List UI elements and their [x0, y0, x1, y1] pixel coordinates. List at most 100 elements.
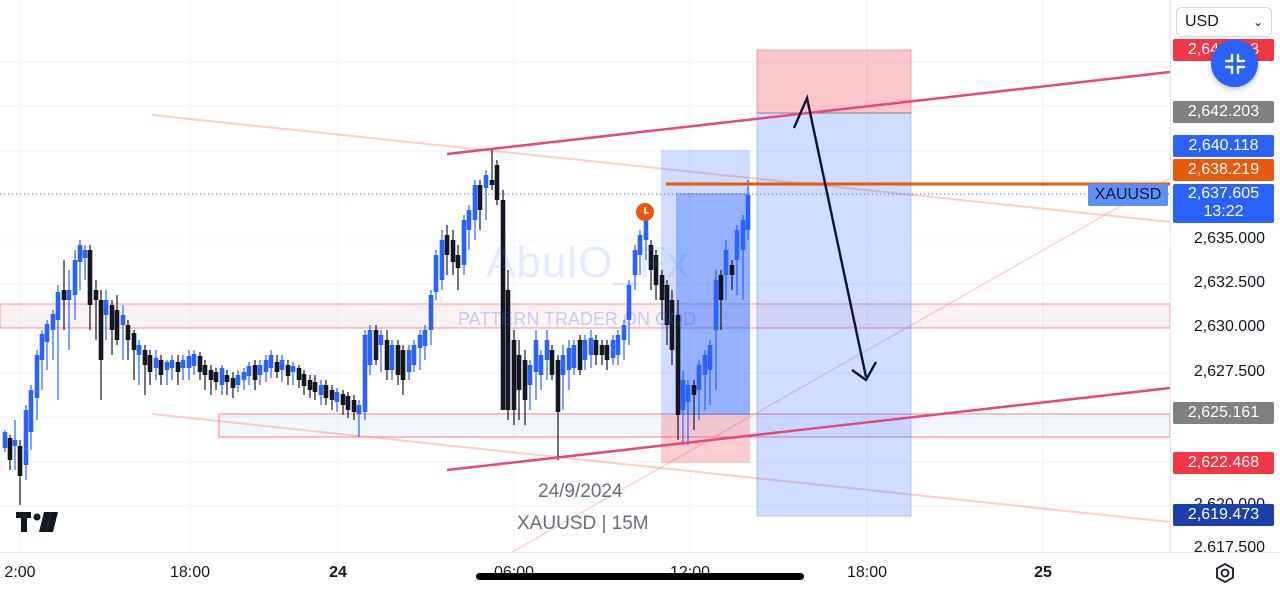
trendline-faint [151, 413, 1170, 523]
candle-body [483, 175, 489, 188]
time-tick: 24 [329, 564, 347, 581]
candle-body [400, 350, 406, 380]
candle-body [544, 340, 550, 360]
trendline-faint [511, 177, 1170, 552]
candle-body [235, 375, 241, 385]
candle-body [422, 330, 428, 346]
candle-body [707, 345, 713, 370]
candle-body [643, 215, 649, 240]
candle-body [675, 315, 681, 415]
candle-body [125, 325, 131, 340]
candle-body [93, 290, 99, 300]
projection-arrow [792, 94, 868, 378]
candle-body [23, 410, 29, 465]
candle-body [621, 325, 627, 340]
candle-body [395, 345, 401, 375]
bar-countdown: 13:22 [1203, 203, 1244, 220]
candle-body [285, 365, 291, 376]
candle-body [472, 185, 478, 220]
candle-body [406, 350, 412, 372]
candle-body [120, 315, 126, 325]
candle-body [351, 400, 357, 412]
time-tick: 25 [1034, 564, 1052, 581]
collapse-arrows-button[interactable] [1211, 40, 1258, 87]
candle-body [648, 245, 654, 270]
candle-body [533, 340, 539, 372]
candle-body [131, 333, 137, 350]
candle-body [610, 340, 616, 358]
candle-body [279, 360, 285, 370]
chart-date-label: 24/9/2024 [538, 481, 623, 502]
candle-body [61, 290, 67, 300]
price-level-label: 2,642.203 [1173, 101, 1274, 123]
candle-body [290, 366, 296, 372]
candle-body [202, 365, 208, 375]
candle-body [12, 440, 18, 446]
candle-body [466, 210, 472, 230]
candle-body [555, 360, 561, 412]
chart-pane[interactable]: AbulO_Fx PATTERN TRADER ON GOD 24/9/2024… [0, 0, 1170, 552]
candle-body [455, 255, 461, 268]
candle-body [713, 280, 719, 330]
candle-body [87, 250, 93, 305]
channel-upper-trendline [446, 70, 1170, 156]
candle-body [653, 255, 659, 285]
candle-body [340, 394, 346, 405]
projection-arrowhead [851, 361, 878, 382]
price-tick: 2,635.000 [1193, 230, 1265, 247]
candle-body [500, 200, 506, 410]
candle-body [516, 355, 522, 390]
price-chart-canvas[interactable] [0, 0, 1170, 552]
price-level-label: 2,638.219 [1173, 159, 1274, 181]
candle-body [175, 362, 181, 372]
candle-body [461, 220, 467, 265]
candle-body [577, 340, 583, 370]
candle-body [378, 335, 384, 345]
candle-body [356, 405, 362, 414]
candle-body [615, 335, 621, 355]
candle-body [599, 345, 605, 355]
candle-body [745, 195, 751, 230]
candle-body [582, 340, 588, 360]
candle-body [72, 260, 78, 295]
price-tick: 2,617.500 [1193, 539, 1265, 556]
candle-body [664, 285, 670, 325]
candle-body [433, 255, 439, 292]
time-tick: 2:00 [4, 564, 36, 581]
time-tick: 18:00 [846, 564, 888, 581]
price-axis[interactable]: 2,635.000 2,632.500 2,630.000 2,627.500 2,62… [1170, 0, 1280, 556]
candle-body [39, 334, 45, 360]
candle-body [50, 314, 56, 330]
price-level-label: 2,625.161 [1173, 402, 1274, 424]
settings-gear-icon[interactable] [1214, 562, 1236, 589]
candle-body [571, 345, 577, 368]
candle-body [17, 446, 23, 476]
candle-body [334, 392, 340, 402]
price-tick: 2,632.500 [1193, 274, 1265, 291]
candle-body [77, 245, 83, 262]
currency-value: USD [1185, 13, 1219, 30]
candle-body [219, 368, 225, 385]
candle-body [511, 340, 517, 410]
chart-symbol-label: XAUUSD | 15M [517, 513, 649, 534]
candle-body [384, 340, 390, 370]
candle-body [691, 385, 697, 395]
candle-body [7, 438, 13, 460]
candle-body [263, 360, 269, 372]
currency-select[interactable]: USD ⌄ [1176, 7, 1272, 37]
candle-body [417, 335, 423, 348]
channel-lower-trendline [446, 386, 1170, 472]
candle-body [307, 380, 313, 390]
candle-body [66, 290, 72, 300]
candle-body [632, 250, 638, 275]
candle-body [560, 355, 566, 375]
candle-body [696, 365, 702, 390]
candle-body [169, 360, 175, 368]
candle-body [588, 338, 594, 355]
candle-body [147, 355, 153, 372]
candle-body [659, 275, 665, 300]
candle-body [626, 285, 632, 320]
candle-body [593, 340, 599, 355]
candle-body [522, 360, 528, 400]
